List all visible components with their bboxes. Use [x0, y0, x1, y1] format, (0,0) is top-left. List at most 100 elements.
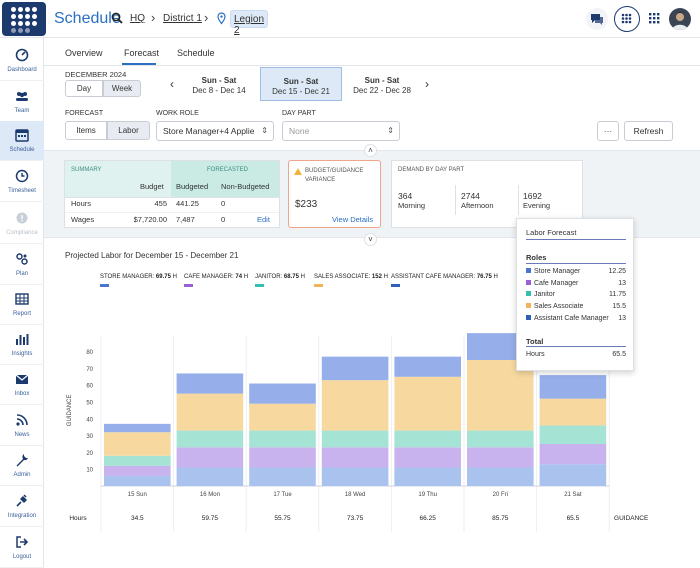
bar-segment	[249, 383, 316, 404]
next-week-chevron-icon[interactable]: ›	[425, 77, 429, 91]
view-details-link[interactable]: View Details	[332, 215, 374, 224]
summary-title: SUMMARY	[71, 167, 102, 173]
bar-segment	[176, 373, 244, 394]
avatar[interactable]	[669, 8, 691, 30]
work-role-select[interactable]: Store Manager+4 Applie ⇕	[156, 121, 274, 141]
chat-button[interactable]	[586, 8, 608, 30]
day-toggle[interactable]: Day	[65, 80, 103, 97]
breadcrumb-legion[interactable]: Legion 2	[230, 10, 268, 36]
tab-overview[interactable]: Overview	[65, 48, 103, 58]
forecasted-header-bg	[171, 161, 279, 197]
labor-toggle[interactable]: Labor	[107, 121, 150, 140]
divider	[65, 212, 279, 213]
day-part-label: DAY PART	[282, 110, 316, 117]
sidebar-item-integration[interactable]: Integration	[0, 487, 44, 527]
breadcrumb-district[interactable]: District 1	[163, 13, 202, 24]
bar-segment	[104, 423, 171, 433]
week-prev[interactable]: Sun - Sat Dec 8 - Dec 14	[178, 67, 260, 101]
sidebar-item-team[interactable]: Team	[0, 82, 44, 122]
evening-label: Evening	[523, 201, 551, 210]
y-tick-label: 50	[86, 401, 93, 407]
tooltip-title: Labor Forecast	[526, 228, 577, 237]
sidebar-item-news[interactable]: News	[0, 406, 44, 446]
hours-value: 55.75	[274, 515, 291, 522]
day-part-select[interactable]: None ⇕	[282, 121, 400, 141]
week-toggle[interactable]: Week	[103, 80, 141, 97]
sidebar-item-label: Dashboard	[7, 67, 37, 73]
refresh-button[interactable]: Refresh	[624, 121, 673, 141]
tooltip-roles-label: Roles	[526, 253, 547, 262]
sidebar-item-label: Admin	[13, 472, 31, 478]
morning-label: Morning	[398, 201, 426, 210]
bar-segment	[176, 430, 244, 448]
tooltip-role-row: Sales Associate 15.5	[526, 303, 626, 310]
page-title: Schedule	[54, 10, 121, 27]
sidebar-item-timesheet[interactable]: Timesheet	[0, 162, 44, 202]
y-tick-label: 70	[86, 367, 93, 373]
tab-schedule[interactable]: Schedule	[177, 48, 215, 58]
warning-icon	[294, 168, 302, 175]
app-logo[interactable]	[2, 2, 46, 36]
bar-segment	[104, 432, 171, 456]
sidebar-item-compliance[interactable]: Compliance	[0, 204, 44, 244]
week-dates: Dec 8 - Dec 14	[192, 86, 246, 95]
prev-week-chevron-icon[interactable]: ‹	[170, 77, 174, 91]
select-arrows-icon: ⇕	[387, 126, 394, 135]
apps-button[interactable]	[614, 6, 640, 32]
expand-down-chevron-icon[interactable]: ˅	[364, 233, 377, 246]
sidebar-item-admin[interactable]: Admin	[0, 446, 44, 486]
active-tab-indicator	[122, 63, 156, 65]
week-title: Sun - Sat	[283, 77, 319, 86]
sidebar-item-logout[interactable]: Logout	[0, 528, 44, 568]
sidebar-item-label: Timesheet	[8, 188, 36, 194]
bar-segment	[467, 430, 534, 448]
divider	[518, 185, 519, 215]
legend-name: JANITOR:	[255, 274, 283, 280]
bar-segment	[176, 467, 244, 486]
grid-dots-icon	[621, 13, 632, 24]
edit-link[interactable]: Edit	[257, 215, 270, 224]
y-tick-label: 10	[86, 468, 93, 474]
bar-segment	[249, 467, 316, 486]
sidebar-item-report[interactable]: Report	[0, 285, 44, 325]
sidebar-item-plan[interactable]: Plan	[0, 245, 44, 285]
y-axis-label: GUIDANCE	[67, 395, 73, 427]
divider	[526, 263, 626, 264]
x-tick-label: 20 Fri	[493, 492, 508, 498]
bar-segment	[249, 430, 316, 448]
week-current[interactable]: Sun - Sat Dec 15 - Dec 21	[260, 67, 342, 101]
week-next[interactable]: Sun - Sat Dec 22 - Dec 28	[341, 67, 423, 101]
sidebar-item-inbox[interactable]: Inbox	[0, 365, 44, 405]
menu-grid-icon[interactable]	[648, 12, 660, 24]
sidebar-item-insights[interactable]: Insights	[0, 325, 44, 365]
forecast-label: FORECAST	[65, 110, 104, 117]
demand-title: DEMAND BY DAY PART	[398, 167, 465, 173]
legend-item: CAFE MANAGER: 74 H	[184, 274, 248, 280]
collapse-up-chevron-icon[interactable]: ˄	[364, 144, 377, 157]
legend-item: ASSISTANT CAFE MANAGER: 76.75 H	[391, 274, 498, 280]
legend-value: 74	[235, 274, 243, 280]
role-name: Assistant Cafe Manager	[534, 314, 609, 322]
tooltip-total-label: Total	[526, 337, 544, 346]
evening-value: 1692	[523, 191, 542, 201]
bar-segment	[321, 467, 389, 486]
breadcrumb-hq[interactable]: HQ	[130, 13, 145, 24]
y-tick-label: 60	[86, 384, 93, 390]
sidebar-item-schedule[interactable]: Schedule	[0, 121, 44, 161]
more-button[interactable]: ···	[597, 121, 619, 141]
role-swatch	[526, 314, 531, 320]
summary-header-bg	[65, 161, 171, 197]
sidebar-item-label: Inbox	[14, 391, 30, 397]
col-budget: Budget	[140, 182, 164, 191]
role-value: 13	[618, 314, 626, 322]
items-toggle[interactable]: Items	[65, 121, 107, 140]
location-pin-icon	[217, 12, 226, 25]
bar-segment	[394, 376, 461, 431]
search-icon[interactable]	[111, 12, 123, 24]
legend-value: 69.75	[155, 274, 171, 280]
x-tick-label: 18 Wed	[345, 492, 366, 498]
sidebar-item-dashboard[interactable]: Dashboard	[0, 41, 44, 81]
labor-chart: 10 20 30 40 50 60 70 80 GUIDANCE 15 Sun 34.5 16 Mon…	[67, 333, 649, 532]
bar-segment	[321, 380, 389, 431]
tab-forecast[interactable]: Forecast	[124, 48, 160, 58]
